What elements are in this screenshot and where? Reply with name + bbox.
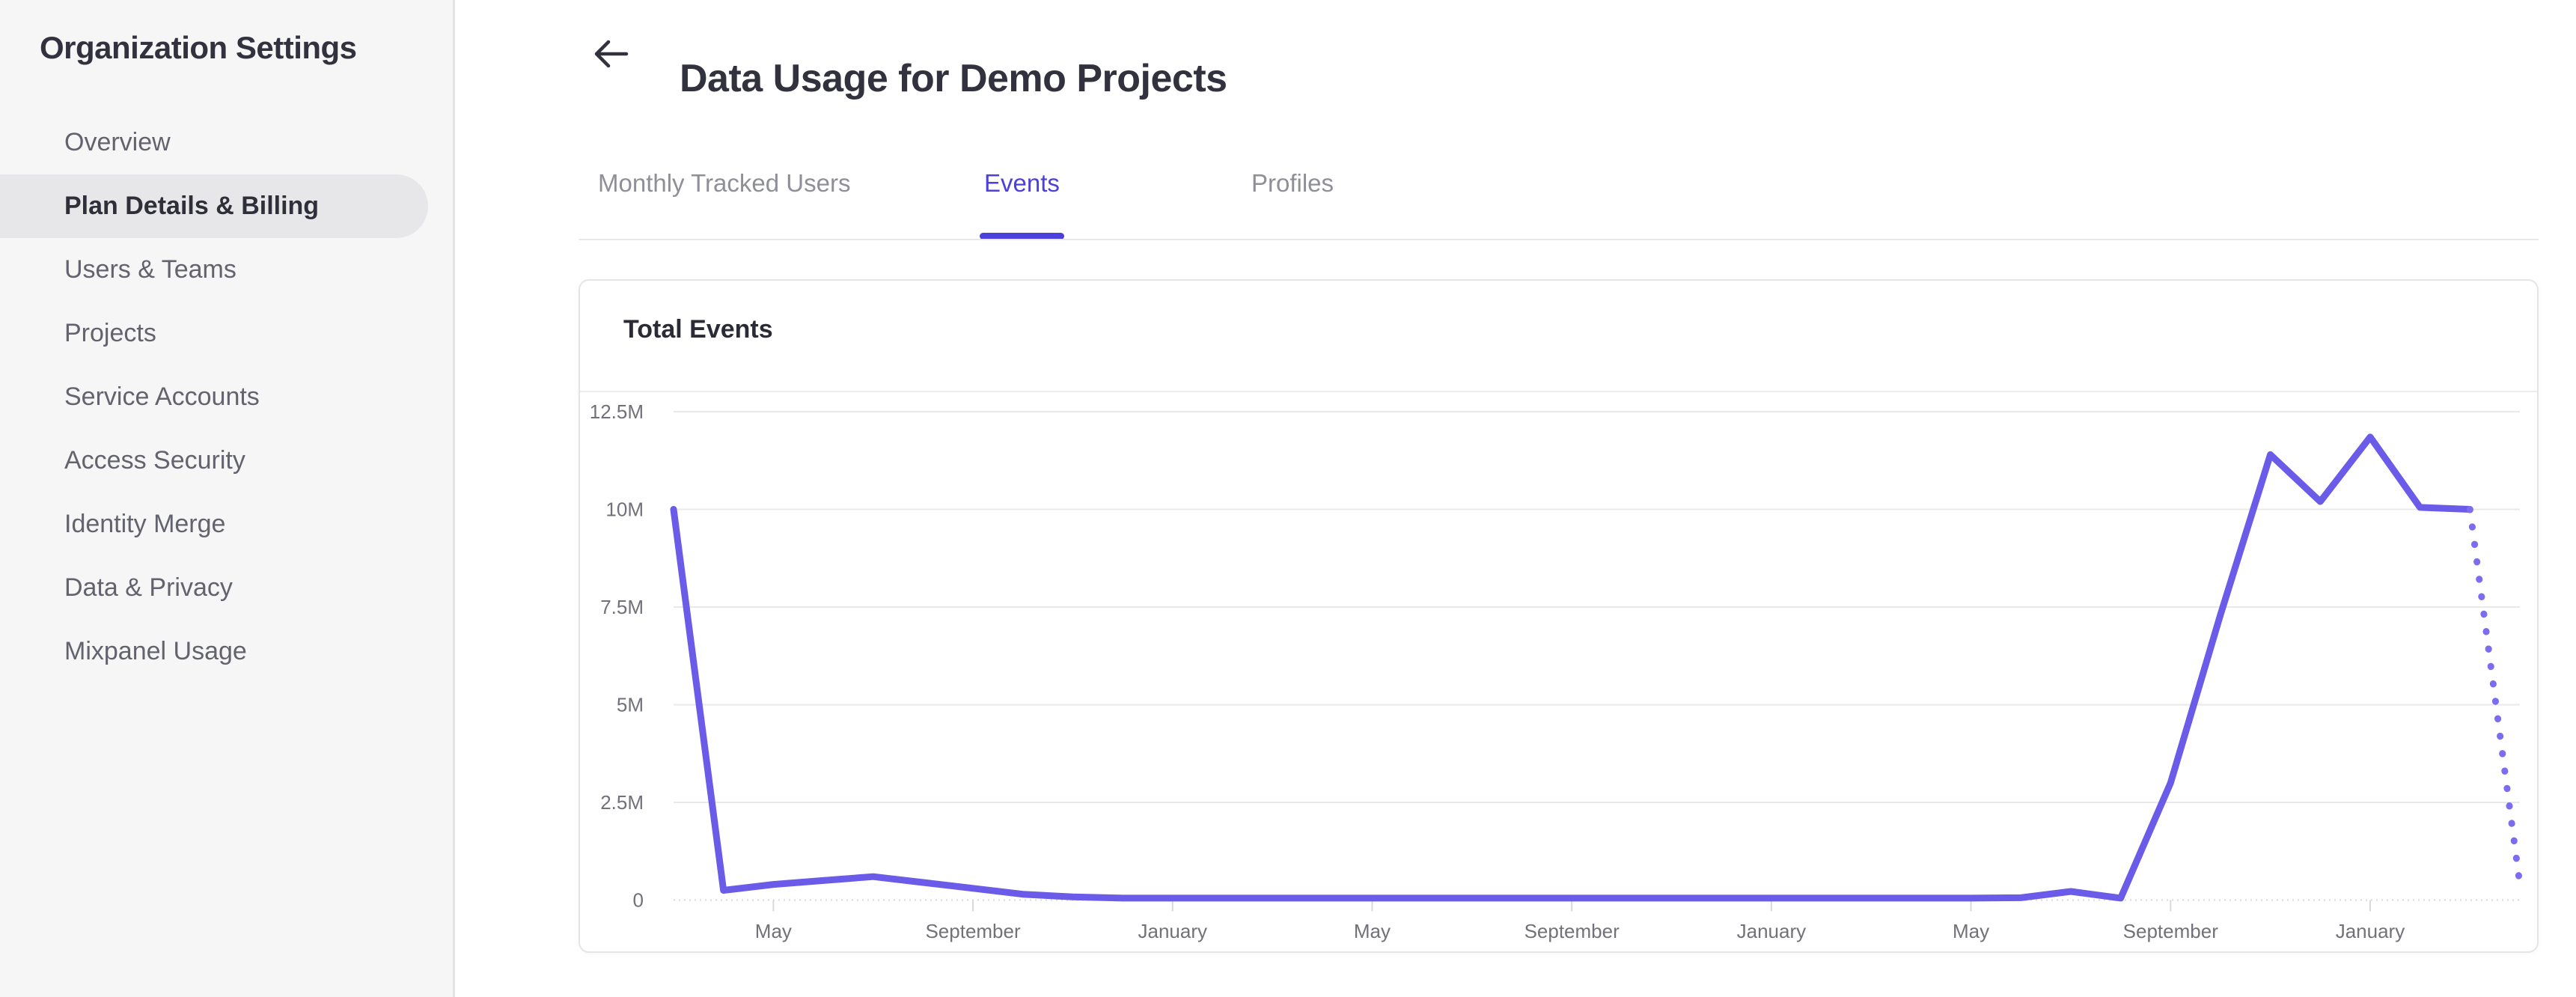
tab-label: Events	[984, 169, 1060, 197]
sidebar-item-label: Plan Details & Billing	[64, 192, 320, 220]
x-axis-tick-label: September	[2123, 920, 2219, 942]
chart-title: Total Events	[623, 315, 773, 344]
line-chart-svg: 12.5M 10M 7.5M 5M 2.5M 0 May September January Ma…	[590, 400, 2524, 942]
total-events-chart[interactable]: 12.5M 10M 7.5M 5M 2.5M 0 May September January Ma…	[580, 392, 2537, 951]
y-axis-tick-label: 10M	[605, 498, 644, 521]
x-axis-tick-label: January	[1737, 920, 1807, 942]
tab-label: Profiles	[1251, 169, 1334, 197]
tab-label: Monthly Tracked Users	[598, 169, 851, 197]
sidebar-item-identity-merge[interactable]: Identity Merge	[0, 493, 453, 556]
total-events-card: Total Events 12.5M 10M 7.5M 5M 2.5M 0 May Septe…	[579, 279, 2539, 953]
card-divider	[580, 391, 2537, 392]
page-title: Data Usage for Demo Projects	[680, 56, 1227, 100]
sidebar-item-label: Users & Teams	[64, 255, 236, 284]
x-axis-tick-label: September	[1524, 920, 1620, 942]
x-axis-tick-label: September	[925, 920, 1021, 942]
x-axis-tick-label: January	[2336, 920, 2405, 942]
sidebar-item-service-accounts[interactable]: Service Accounts	[0, 365, 453, 429]
sidebar-item-label: Data & Privacy	[64, 573, 233, 602]
tab-bar-rule	[579, 239, 2539, 240]
tab-events[interactable]: Events	[980, 169, 1064, 240]
sidebar-item-label: Projects	[64, 319, 156, 347]
x-axis-tick-label: January	[1138, 920, 1208, 942]
y-axis-tick-label: 7.5M	[600, 596, 644, 618]
sidebar-item-label: Service Accounts	[64, 382, 260, 411]
back-button[interactable]	[590, 33, 632, 75]
y-axis-tick-label: 2.5M	[600, 791, 644, 814]
sidebar-item-projects[interactable]: Projects	[0, 302, 453, 365]
x-axis-tick-label: May	[1354, 920, 1391, 942]
sidebar-item-plan-details-billing[interactable]: Plan Details & Billing	[0, 174, 428, 238]
total-events-line	[670, 433, 2473, 902]
sidebar-item-data-privacy[interactable]: Data & Privacy	[0, 556, 453, 620]
sidebar-item-mixpanel-usage[interactable]: Mixpanel Usage	[0, 620, 453, 683]
sidebar-title: Organization Settings	[40, 30, 357, 65]
tab-profiles[interactable]: Profiles	[1251, 169, 1334, 198]
x-axis-tick-label: May	[755, 920, 792, 942]
sidebar: Organization Settings Overview Plan Detai…	[0, 0, 455, 997]
sidebar-item-label: Identity Merge	[64, 510, 226, 538]
x-axis-tick-label: May	[1953, 920, 1989, 942]
sidebar-item-label: Access Security	[64, 446, 245, 475]
sidebar-item-users-teams[interactable]: Users & Teams	[0, 238, 453, 302]
arrow-left-icon	[594, 40, 629, 68]
y-axis-tick-label: 5M	[617, 694, 644, 716]
sidebar-item-overview[interactable]: Overview	[0, 111, 453, 174]
sidebar-item-access-security[interactable]: Access Security	[0, 429, 453, 493]
y-axis-tick-label: 12.5M	[590, 400, 644, 423]
sidebar-nav: Overview Plan Details & Billing Users & Te…	[0, 111, 453, 683]
sidebar-item-label: Overview	[64, 128, 171, 156]
y-axis-tick-label: 0	[633, 889, 644, 912]
sidebar-item-label: Mixpanel Usage	[64, 637, 247, 665]
tab-monthly-tracked-users[interactable]: Monthly Tracked Users	[598, 169, 850, 198]
total-events-projected-line	[2466, 506, 2524, 888]
